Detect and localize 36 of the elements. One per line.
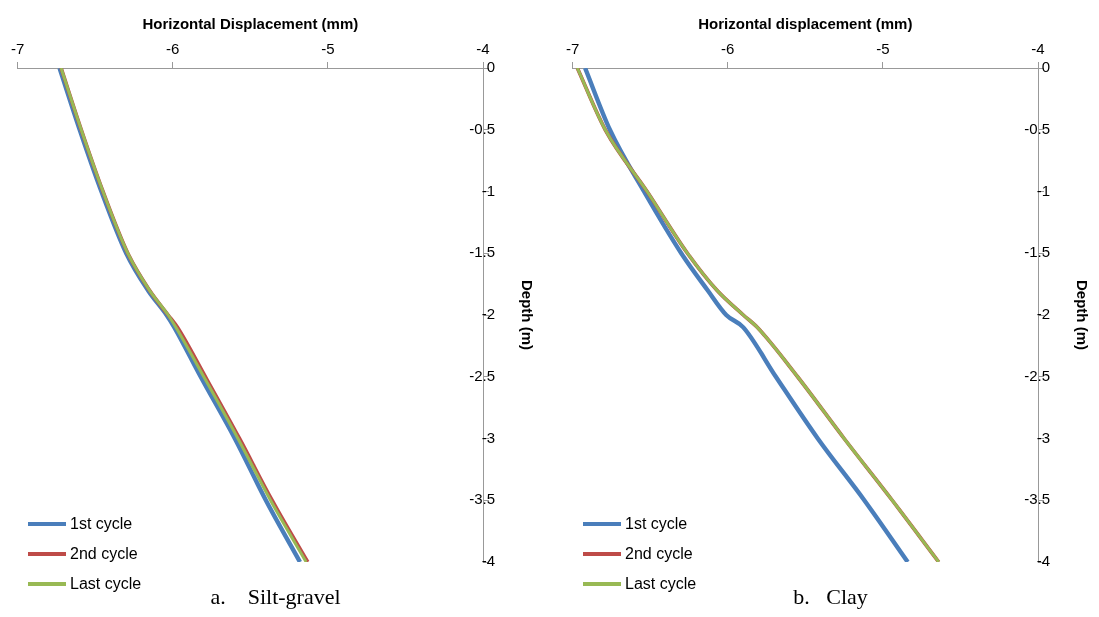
y-tick-label: -0.5 [1024, 119, 1050, 137]
y-axis-title: Depth (m) [518, 280, 536, 350]
y-tick-label: -4 [1036, 552, 1050, 570]
y-tick-label: -1.5 [469, 243, 495, 261]
legend-label: 2nd cycle [625, 545, 693, 563]
y-tick-label: -1 [1036, 181, 1050, 199]
x-tick-label: -5 [321, 40, 335, 58]
y-axis-title: Depth (m) [1073, 280, 1091, 350]
y-tick-label: -4 [481, 552, 495, 570]
text: a. Silt-gravel [210, 584, 341, 609]
legend-label: 1st cycle [70, 515, 133, 533]
y-tick-label: -3 [481, 428, 495, 446]
x-tick-label: -6 [721, 40, 735, 58]
legend-label: 1st cycle [625, 515, 688, 533]
x-tick-label: -7 [566, 40, 580, 58]
y-tick-label: -3.5 [1024, 490, 1050, 508]
y-tick-label: -2.5 [1024, 366, 1050, 384]
x-axis-title: Horizontal displacement (mm) [698, 15, 913, 33]
y-tick-label: -0.5 [469, 119, 495, 137]
text: b. Clay [793, 584, 868, 609]
y-tick-label: -3.5 [469, 490, 495, 508]
y-tick-label: -3 [1036, 428, 1050, 446]
y-tick-label: -2 [1036, 305, 1050, 323]
x-tick-label: -7 [11, 40, 25, 58]
y-tick-label: 0 [1041, 58, 1050, 76]
y-tick-label: 0 [486, 58, 495, 76]
y-tick-label: -1.5 [1024, 243, 1050, 261]
y-tick-label: -2 [481, 305, 495, 323]
y-tick-label: -2.5 [469, 366, 495, 384]
x-tick-label: -6 [166, 40, 180, 58]
legend-label: 2nd cycle [70, 545, 138, 563]
legend-label: Last cycle [70, 575, 142, 593]
y-tick-label: -1 [481, 181, 495, 199]
legend-label: Last cycle [625, 575, 697, 593]
x-axis-title: Horizontal Displacement (mm) [142, 15, 359, 33]
x-tick-label: -5 [876, 40, 890, 58]
